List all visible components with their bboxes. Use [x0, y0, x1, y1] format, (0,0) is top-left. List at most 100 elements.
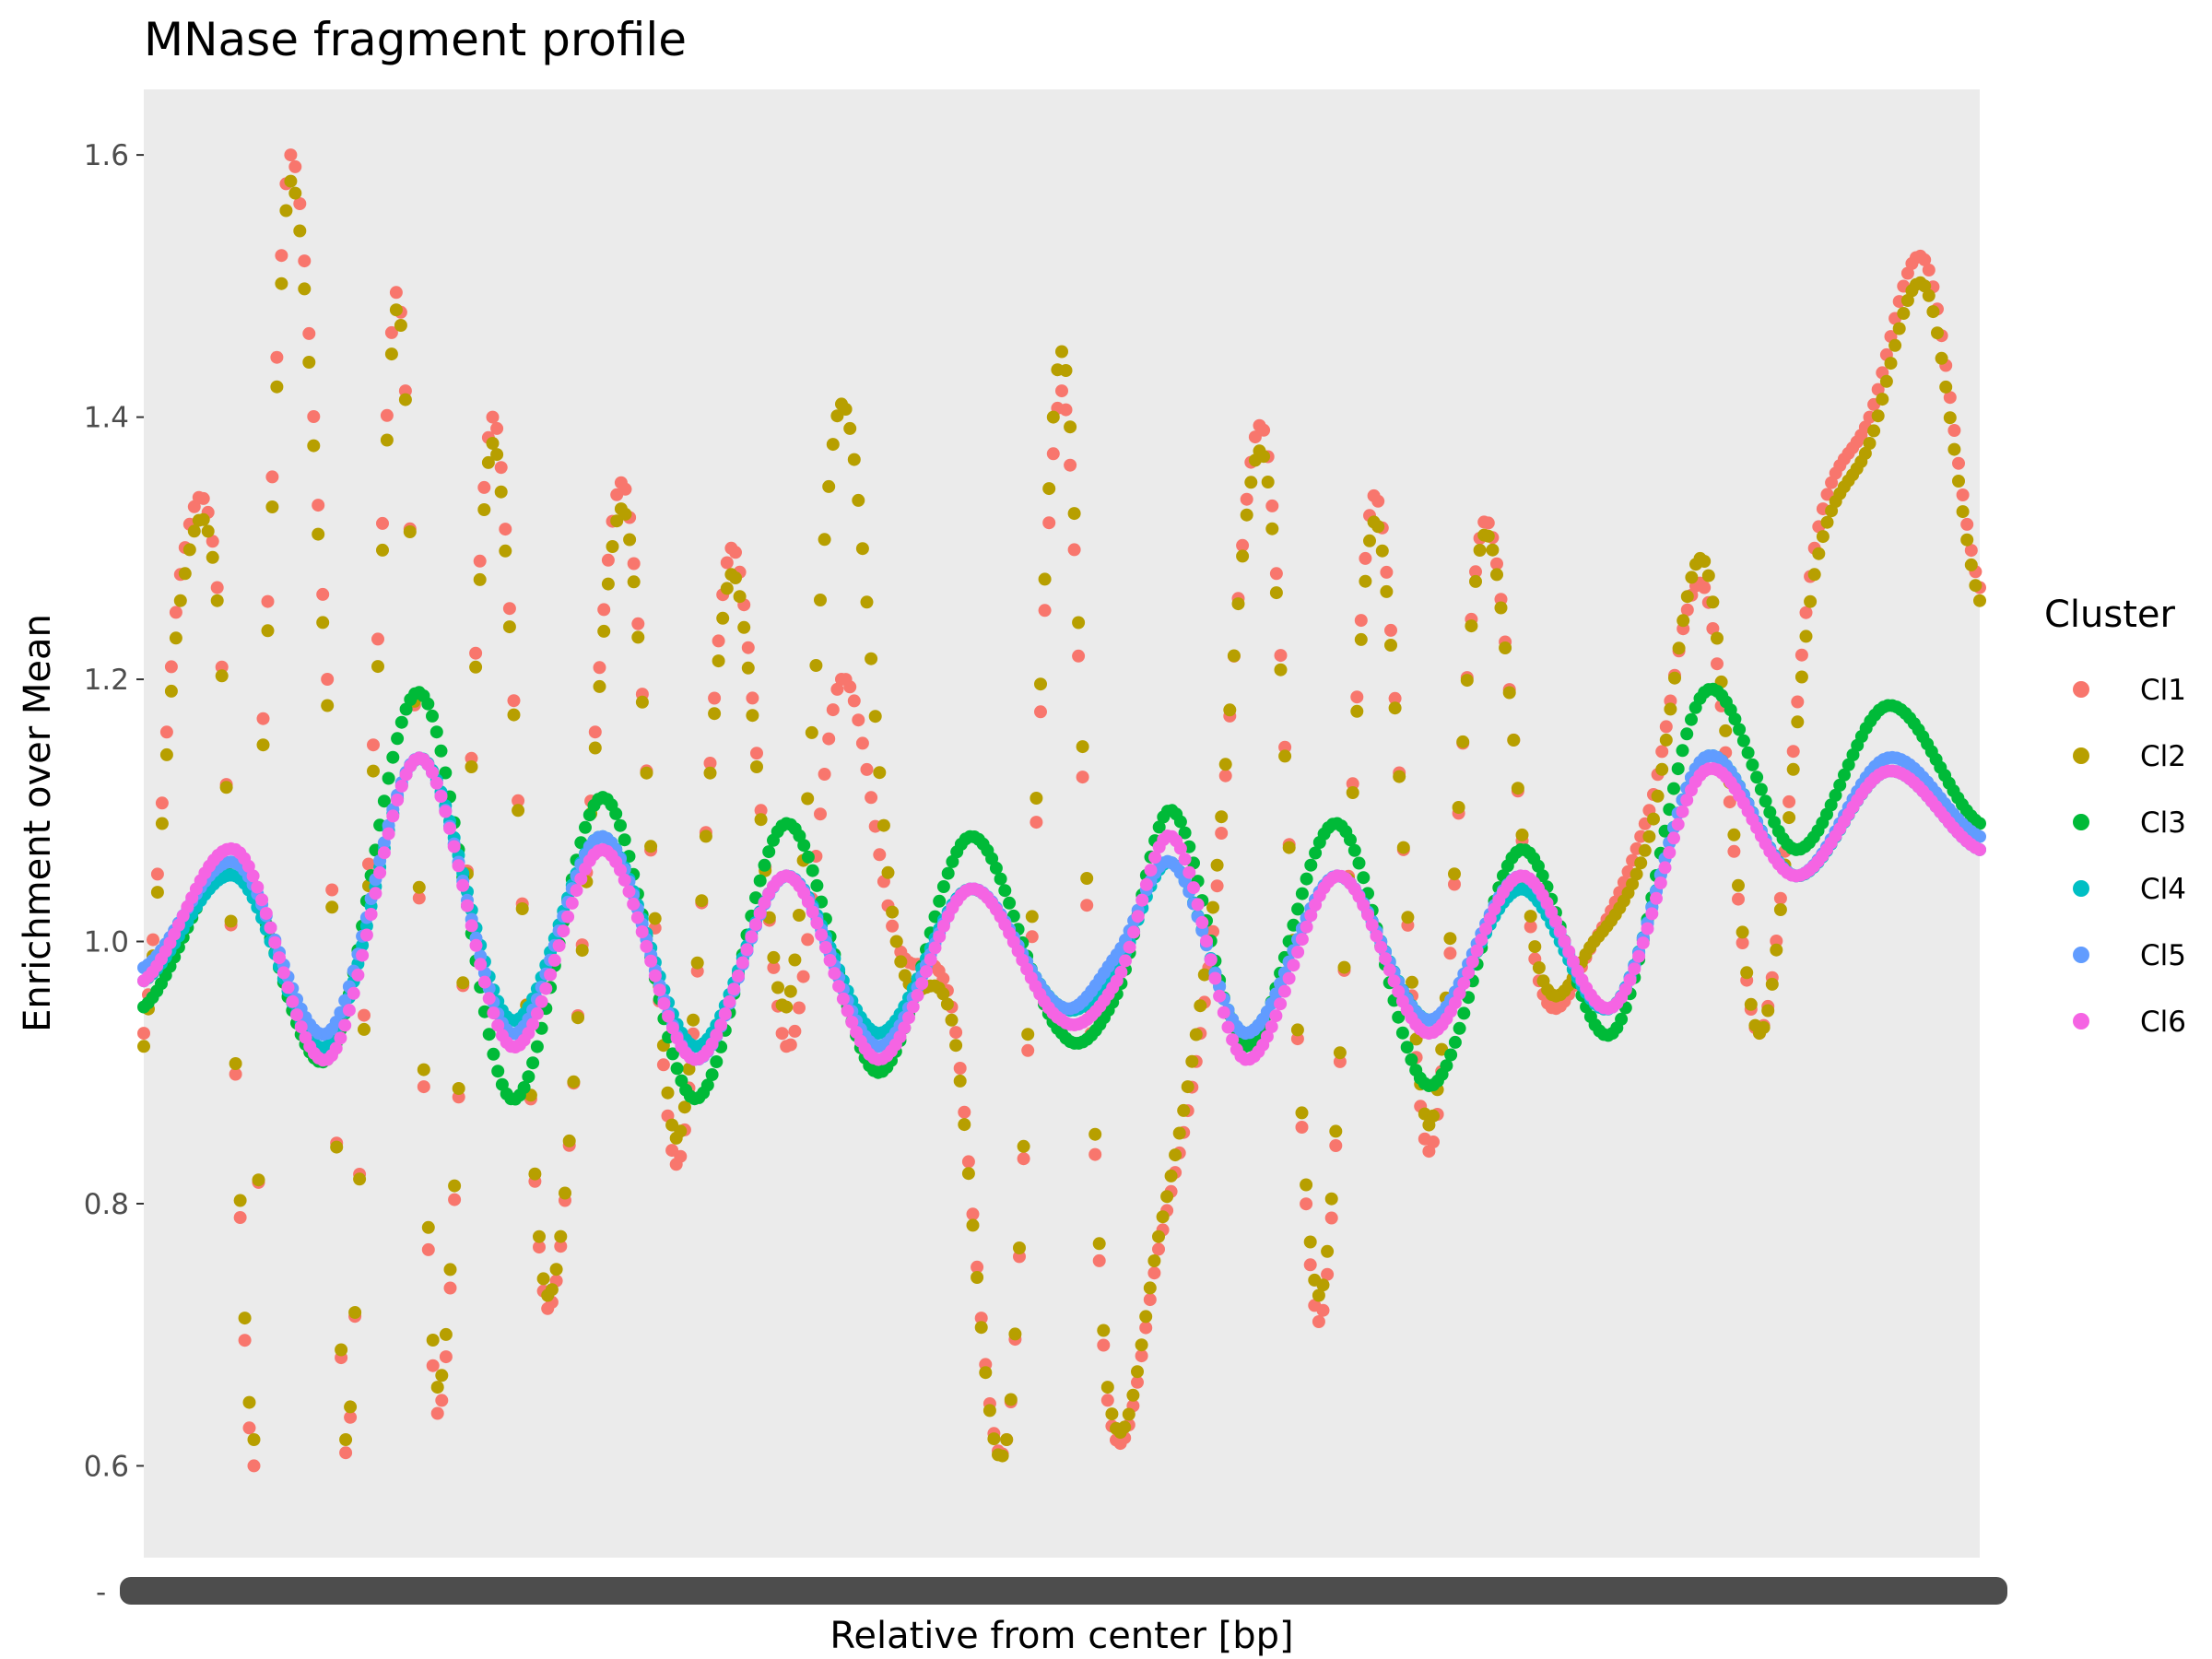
data-point: [1291, 902, 1305, 916]
data-point: [797, 839, 811, 853]
data-point: [329, 1041, 343, 1055]
data-point: [1786, 745, 1800, 759]
data-point: [377, 846, 391, 860]
data-point: [1295, 1121, 1309, 1134]
data-point: [1507, 734, 1521, 747]
data-point: [1350, 704, 1364, 718]
data-point: [1172, 1126, 1186, 1140]
data-point: [435, 1369, 449, 1382]
data-point: [1064, 458, 1077, 472]
data-point: [703, 757, 717, 770]
data-point: [1135, 1349, 1148, 1363]
data-point: [1973, 817, 1986, 830]
data-point: [1667, 782, 1680, 795]
data-point: [1274, 663, 1288, 677]
data-point: [727, 982, 741, 996]
data-point: [1287, 959, 1300, 972]
data-point: [971, 1271, 984, 1284]
data-point: [1147, 1254, 1161, 1267]
data-point: [1021, 1043, 1035, 1057]
data-point: [699, 830, 712, 843]
data-point: [920, 965, 933, 979]
data-point: [219, 781, 233, 794]
data-point: [1618, 982, 1632, 996]
data-point: [1735, 936, 1749, 949]
data-point: [746, 709, 759, 723]
data-point: [828, 967, 841, 981]
data-point: [502, 602, 516, 616]
data-point: [1148, 851, 1162, 865]
data-point: [1164, 1169, 1178, 1182]
data-point: [940, 997, 954, 1011]
data-point: [1291, 946, 1305, 959]
data-point: [1667, 831, 1680, 845]
data-point: [1735, 925, 1749, 939]
data-point: [286, 994, 300, 1008]
data-point: [1553, 924, 1567, 938]
data-point: [1626, 877, 1640, 891]
data-point: [665, 1047, 679, 1061]
data-point: [1833, 778, 1847, 792]
data-point: [307, 439, 321, 453]
data-point: [412, 891, 426, 905]
y-tick-label: 1.0: [84, 926, 129, 959]
data-point: [793, 1001, 806, 1015]
data-point: [430, 1406, 444, 1420]
data-point: [822, 479, 836, 493]
data-point: [714, 1018, 728, 1032]
data-point: [1127, 925, 1141, 939]
data-point: [1265, 522, 1279, 535]
data-point: [1763, 806, 1777, 819]
data-point: [486, 410, 500, 424]
data-point: [1143, 1281, 1157, 1295]
data-point: [1131, 1375, 1144, 1389]
data-point: [1316, 1303, 1330, 1317]
data-point: [845, 1016, 859, 1029]
data-point: [491, 1065, 505, 1078]
data-point: [339, 1446, 353, 1460]
data-point: [767, 960, 781, 974]
data-point: [173, 594, 187, 607]
data-point: [1960, 517, 1974, 531]
data-point: [421, 1220, 435, 1234]
data-point: [949, 1039, 963, 1053]
data-point: [1676, 744, 1689, 758]
data-point: [860, 595, 874, 609]
data-point: [847, 453, 861, 466]
data-point: [710, 1055, 724, 1068]
data-point: [674, 1149, 688, 1163]
data-point: [384, 347, 398, 361]
data-point: [169, 631, 182, 645]
data-point: [344, 1400, 358, 1414]
data-point: [1357, 871, 1371, 885]
data-point: [1871, 409, 1885, 423]
data-point: [1783, 811, 1796, 825]
data-point: [512, 804, 525, 818]
data-point: [526, 1056, 540, 1070]
data-point: [1008, 1327, 1022, 1341]
data-point: [1156, 1210, 1170, 1224]
data-point: [627, 557, 641, 571]
data-point: [1346, 777, 1359, 791]
data-point: [210, 594, 224, 607]
data-point: [1820, 515, 1834, 529]
data-point: [439, 1350, 453, 1364]
data-point: [456, 976, 470, 990]
legend-label-Cl2: Cl2: [2140, 740, 2186, 773]
data-point: [1227, 649, 1241, 663]
data-point: [412, 880, 426, 894]
data-point: [1361, 908, 1374, 922]
data-point: [561, 910, 575, 924]
data-point: [710, 1029, 724, 1041]
data-point: [298, 282, 312, 296]
data-point: [832, 980, 846, 994]
data-point: [941, 866, 955, 880]
data-point: [618, 507, 632, 521]
data-point: [273, 951, 286, 965]
data-point: [745, 930, 759, 944]
data-point: [1462, 966, 1476, 980]
data-point: [210, 581, 224, 594]
data-point: [703, 766, 717, 780]
data-point: [793, 909, 806, 922]
data-point: [435, 1394, 449, 1407]
